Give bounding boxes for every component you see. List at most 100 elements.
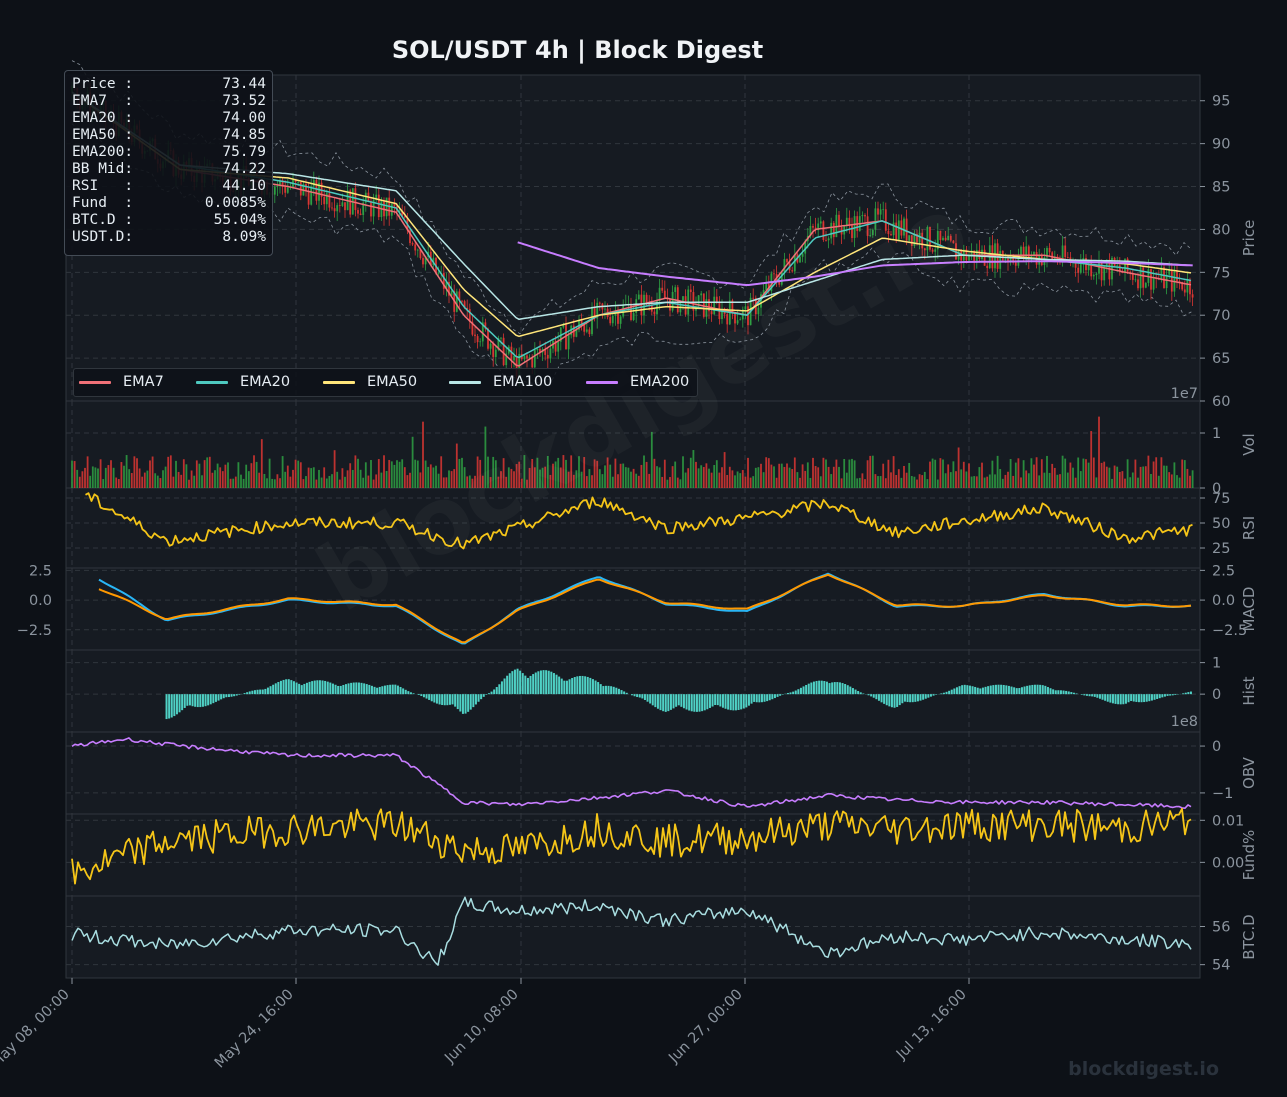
volume-bar	[136, 458, 138, 488]
volume-bar	[1131, 472, 1134, 488]
candle-body	[786, 259, 788, 263]
volume-bar	[960, 469, 963, 488]
volume-bar	[383, 455, 385, 488]
volume-bar	[536, 457, 539, 488]
volume-bar	[133, 456, 136, 488]
info-row-btcd: BTC.D : 55.04%	[72, 212, 266, 229]
volume-bar	[1007, 471, 1009, 488]
volume-bar	[1090, 431, 1093, 488]
hist-bar	[194, 694, 197, 707]
hist-bar	[690, 694, 693, 712]
hist-bar	[508, 673, 511, 695]
candle-body	[409, 230, 411, 244]
candle-body	[845, 217, 848, 227]
volume-bar	[606, 457, 609, 488]
volume-bar	[359, 469, 362, 488]
info-value: 74.85	[222, 127, 266, 143]
volume-bar	[474, 475, 476, 488]
y-tick-label: 85	[1212, 180, 1230, 196]
volume-bar	[193, 475, 196, 488]
volume-bar	[1118, 471, 1121, 488]
volume-bar	[1165, 465, 1168, 488]
hist-bar	[251, 690, 254, 695]
volume-bar	[611, 476, 614, 488]
volume-bar	[247, 471, 250, 488]
hist-bar	[617, 688, 620, 695]
hist-bar	[1070, 692, 1073, 695]
hist-bar	[586, 676, 589, 695]
legend-swatch	[586, 381, 618, 384]
ema-line-ema200	[517, 241, 1193, 286]
candle-body	[674, 287, 677, 292]
volume-bar	[128, 469, 131, 488]
volume-bar	[351, 469, 354, 488]
volume-bar	[799, 477, 801, 488]
volume-bar	[705, 463, 708, 488]
volume-bar	[827, 466, 830, 488]
volume-bar	[466, 476, 469, 488]
volume-bar	[892, 456, 895, 488]
y-tick-label: 56	[1212, 920, 1230, 936]
hist-bar	[168, 694, 171, 719]
hist-bar	[893, 694, 896, 708]
volume-bar	[908, 462, 911, 488]
volume-bar	[604, 465, 606, 488]
candle-body	[466, 307, 469, 310]
hist-bar	[376, 687, 379, 695]
candle-body	[492, 343, 495, 357]
volume-bar	[1163, 465, 1165, 488]
info-label: EMA7 :	[72, 93, 134, 109]
hist-bar	[911, 694, 914, 703]
hist-bar	[485, 694, 488, 695]
candle-body	[1012, 257, 1015, 263]
hist-bar	[825, 681, 828, 695]
candle-body	[830, 222, 833, 239]
hist-bar	[526, 677, 529, 695]
hist-bar	[584, 676, 587, 695]
candle-body	[375, 194, 378, 200]
volume-bar	[1105, 466, 1108, 488]
y-tick-label: 75	[1212, 491, 1230, 507]
hist-bar	[716, 694, 719, 706]
hist-bar	[610, 686, 613, 695]
candle-body	[481, 322, 484, 342]
hist-bar	[417, 694, 420, 695]
btcd-line	[71, 896, 1192, 966]
hist-bar	[732, 694, 735, 711]
hist-bar	[438, 694, 441, 705]
candle-body	[1163, 267, 1165, 289]
volume-bar	[853, 460, 856, 488]
volume-bar	[1124, 478, 1126, 488]
hist-bar	[766, 694, 769, 702]
candle-body	[539, 348, 541, 353]
candle-body	[393, 204, 396, 207]
hist-bar	[659, 694, 662, 711]
volume-bar	[271, 478, 274, 488]
volume-bar	[409, 472, 411, 488]
volume-bar	[1040, 459, 1043, 488]
hist-bar	[1065, 690, 1068, 695]
hist-bar	[394, 684, 397, 695]
hist-bar	[503, 678, 506, 695]
volume-bar	[874, 474, 877, 488]
volume-bar	[440, 456, 443, 488]
hist-bar	[662, 694, 665, 712]
candle-body	[510, 346, 513, 361]
hist-bar	[532, 674, 535, 695]
hist-bar	[563, 680, 566, 695]
y-tick-label: −1	[1212, 786, 1233, 802]
hist-bar	[721, 694, 724, 708]
volume-bar	[962, 461, 965, 488]
legend-label: EMA50	[367, 374, 418, 390]
hist-bar	[916, 694, 919, 702]
volume-bar	[999, 469, 1002, 488]
hist-bar	[331, 683, 334, 695]
volume-bar	[286, 465, 289, 488]
hist-bar	[823, 681, 826, 695]
volume-bar	[518, 461, 521, 488]
hist-bar	[326, 681, 329, 695]
candle-body	[279, 180, 281, 186]
volume-bar	[242, 478, 245, 488]
candle-body	[710, 311, 713, 315]
volume-bar	[591, 475, 593, 488]
